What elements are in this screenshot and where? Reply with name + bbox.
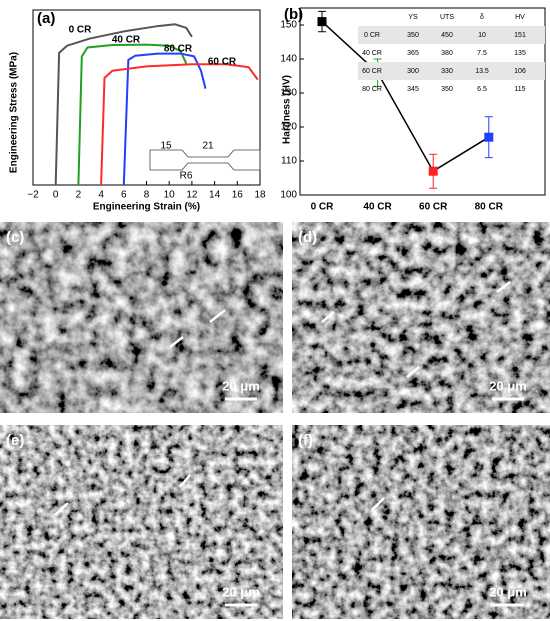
- micrograph: [0, 425, 283, 619]
- scale-bar-label: 20 μm: [222, 584, 260, 599]
- table-cell: 450: [441, 32, 453, 39]
- x-axis-label: Engineering Strain (%): [93, 202, 200, 213]
- stress-strain-curve: [54, 23, 193, 186]
- plot-frame: [32, 9, 261, 186]
- table-row-shade: [358, 26, 545, 44]
- y-axis-label: Hardness (HV): [282, 75, 293, 144]
- table-cell: 60 CR: [362, 68, 382, 75]
- x-tick-label: 18: [254, 190, 266, 201]
- table-header: YS: [408, 14, 418, 21]
- table-cell: 0 CR: [364, 32, 380, 39]
- table-cell: 13.5: [475, 68, 489, 75]
- arrow: [496, 281, 511, 293]
- arrow: [321, 311, 335, 323]
- micrograph: [0, 222, 283, 413]
- series-label: 80 CR: [164, 44, 193, 55]
- table-cell: 115: [514, 86, 525, 93]
- table-header: HV: [515, 14, 525, 21]
- arrow: [54, 502, 69, 516]
- table-cell: 10: [478, 32, 486, 39]
- x-tick-label: 16: [232, 190, 244, 201]
- arrow: [169, 336, 184, 348]
- inset-label: 15: [160, 141, 172, 152]
- table-header: UTS: [440, 14, 454, 21]
- y-tick-label: 150: [280, 20, 297, 31]
- marker: [317, 17, 327, 27]
- stress-strain-curve: [100, 63, 259, 186]
- table-cell: 151: [514, 32, 526, 39]
- plot-frame: [299, 7, 546, 196]
- panel-label: (b): [284, 6, 303, 23]
- micrograph: [292, 222, 550, 413]
- x-tick-label: 2: [76, 190, 82, 201]
- x-tick-label: 80 CR: [475, 202, 504, 213]
- panel-label: (a): [37, 10, 55, 27]
- x-tick-label: 8: [144, 190, 150, 201]
- table-cell: 40 CR: [362, 50, 382, 57]
- x-tick-label: 4: [98, 190, 104, 201]
- table-cell: 6.5: [477, 86, 487, 93]
- series-label: 60 CR: [208, 57, 237, 68]
- micrographs: (c) 20 μm (d) 20 μm (e) 20 μm (f) 20 μm: [0, 222, 550, 619]
- micrograph: [292, 425, 550, 619]
- arrow: [406, 366, 420, 378]
- y-tick-label: 120: [280, 122, 297, 133]
- scale-bar-label: 20 μm: [489, 584, 527, 599]
- arrow: [371, 497, 385, 511]
- y-tick-label: 110: [281, 156, 297, 167]
- x-tick-label: −2: [27, 190, 39, 201]
- panel-label: (e): [6, 432, 24, 449]
- table-cell: 135: [514, 50, 526, 57]
- y-tick-label: 140: [280, 54, 297, 65]
- x-tick-label: 0: [53, 190, 59, 201]
- table-cell: 106: [514, 68, 526, 75]
- x-tick-label: 40 CR: [363, 202, 392, 213]
- table-cell: 80 CR: [362, 86, 382, 93]
- panel-label: (c): [6, 229, 24, 246]
- inset-label: 21: [202, 141, 214, 152]
- table-cell: 7.5: [477, 50, 487, 57]
- series-label: 0 CR: [69, 25, 93, 36]
- scale-bar-label: 20 μm: [222, 378, 260, 393]
- trend-line: [321, 21, 490, 173]
- x-tick-label: 10: [164, 190, 176, 201]
- x-tick-label: 60 CR: [419, 202, 448, 213]
- table-header: δ: [480, 14, 484, 21]
- table-cell: 330: [441, 68, 453, 75]
- charts: −2 0 2 4 6 8 10 12 14 16 18 Engineering Strain (%) E…: [9, 6, 546, 213]
- table-cell: 350: [407, 32, 419, 39]
- x-tick-label: 6: [121, 190, 127, 201]
- property-table: YS UTS δ HV 0 CR 350 450 10 151 40 CR 365 380 7.5 135…: [358, 14, 545, 93]
- scale-bar-label: 20 μm: [489, 378, 527, 393]
- panel-label: (f): [298, 432, 313, 449]
- x-tick-label: 14: [209, 190, 221, 201]
- table-cell: 350: [441, 86, 453, 93]
- inset-label: R6: [180, 171, 193, 182]
- arrow: [209, 309, 226, 323]
- table-cell: 345: [407, 86, 419, 93]
- table-cell: 380: [441, 50, 453, 57]
- marker: [484, 132, 494, 142]
- arrow: [179, 474, 191, 488]
- series-label: 40 CR: [112, 35, 141, 46]
- table-cell: 300: [407, 68, 419, 75]
- y-tick-label: 100: [280, 190, 297, 201]
- x-tick-label: 0 CR: [311, 202, 335, 213]
- stress-strain-curve: [122, 52, 207, 186]
- x-tick-label: 12: [186, 190, 198, 201]
- y-tick-label: 130: [280, 88, 297, 99]
- panel-label: (d): [298, 229, 317, 246]
- specimen-sketch: [149, 149, 261, 171]
- table-cell: 365: [407, 50, 419, 57]
- stress-strain-curve: [77, 43, 188, 186]
- y-axis-label: Engineering Stress (MPa): [9, 52, 20, 173]
- marker: [428, 166, 438, 176]
- table-row-shade: [358, 62, 545, 80]
